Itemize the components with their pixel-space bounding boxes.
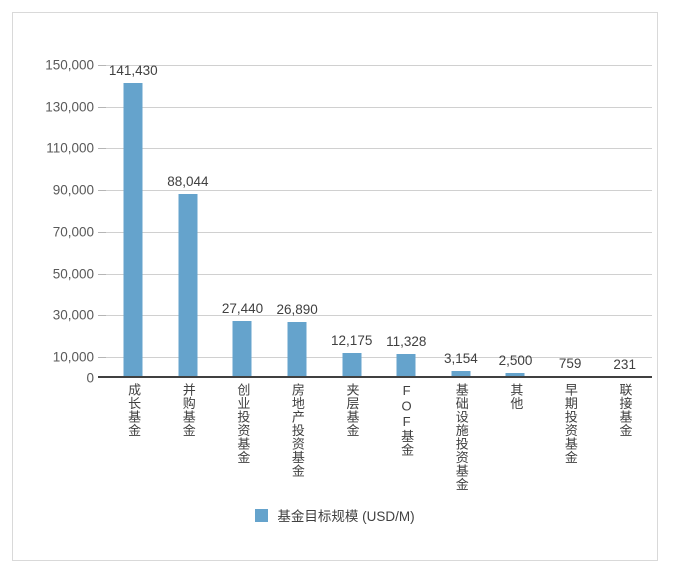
gridline xyxy=(98,65,652,66)
y-axis-tick-mark xyxy=(98,357,106,359)
x-axis-category-label: 成长基金 xyxy=(126,383,142,437)
x-axis-category-label: 早期投资基金 xyxy=(562,383,578,464)
y-axis-tick-label: 30,000 xyxy=(52,307,94,323)
x-axis-category-label: 其他 xyxy=(508,383,524,410)
bar-slot: 88,044 xyxy=(161,65,216,378)
y-axis-tick-label: 90,000 xyxy=(52,182,94,198)
plot-area: 0 10,000 30,000 50,000 70,000 90,000 110,000 13… xyxy=(45,58,652,386)
gridline xyxy=(98,273,652,275)
bar-value-label: 141,430 xyxy=(108,62,158,78)
y-axis-tick-mark xyxy=(98,106,106,108)
chart-legend: 基金目标规模 (USD/M) xyxy=(13,505,657,525)
bar-value-label: 27,440 xyxy=(221,300,264,316)
y-axis-tick-label: 10,000 xyxy=(52,349,94,365)
y-axis-tick-label: 130,000 xyxy=(45,99,94,115)
bar-slot: 12,175 xyxy=(324,65,379,378)
bar[interactable] xyxy=(505,372,525,378)
bar-value-label: 2,500 xyxy=(498,352,533,368)
y-axis-tick-mark xyxy=(98,190,106,192)
y-axis-tick-label: 0 xyxy=(86,370,94,386)
bar-value-label: 12,175 xyxy=(331,332,373,348)
x-axis-category-label: 创业投资基金 xyxy=(235,383,251,464)
chart-frame: 0 10,000 30,000 50,000 70,000 90,000 110,000 13… xyxy=(12,12,658,561)
legend-swatch-icon xyxy=(255,508,269,522)
y-axis-tick-mark xyxy=(98,148,106,150)
bar[interactable] xyxy=(232,320,252,378)
gridline xyxy=(98,315,652,317)
y-axis-tick-mark xyxy=(98,315,106,317)
y-axis-tick-mark xyxy=(98,231,106,233)
bar[interactable] xyxy=(342,352,362,378)
bar-slot: 26,890 xyxy=(270,65,325,378)
bar-value-label: 11,328 xyxy=(386,334,427,350)
y-axis-tick-mark xyxy=(98,65,106,66)
bar-value-label: 759 xyxy=(558,356,582,372)
bar-slot: 27,440 xyxy=(215,65,270,378)
bar-value-label: 3,154 xyxy=(443,351,478,367)
gridline xyxy=(98,148,652,150)
y-axis-tick-label: 150,000 xyxy=(45,57,94,73)
y-axis-tick-label: 110,000 xyxy=(46,140,94,156)
bar-slot: 141,430 xyxy=(106,62,161,378)
x-axis-category-label: 联接基金 xyxy=(617,383,633,437)
bar-value-label: 231 xyxy=(613,357,636,372)
y-axis-tick-label: 50,000 xyxy=(52,266,94,282)
bar-slot: 3,154 xyxy=(434,65,489,378)
bar-value-label: 26,890 xyxy=(276,301,318,317)
bar-slot: 2,500 xyxy=(488,65,543,378)
bar-slot: 231 xyxy=(597,65,652,378)
x-axis-origin-tick xyxy=(98,376,106,378)
y-axis-tick-label: 70,000 xyxy=(52,224,94,240)
gridline xyxy=(98,357,652,359)
x-axis-category-label: FOF基金 xyxy=(399,383,415,457)
x-axis-category-label: 房地产投资基金 xyxy=(289,383,305,478)
y-axis-tick-mark xyxy=(98,273,106,275)
bar[interactable] xyxy=(178,194,198,378)
x-axis-category-label: 基础设施投资基金 xyxy=(453,383,469,491)
gridline xyxy=(98,231,652,233)
x-axis-line xyxy=(106,376,652,378)
bar-slot: 759 xyxy=(543,65,598,378)
bar[interactable] xyxy=(287,321,307,378)
bar[interactable] xyxy=(451,371,471,378)
bar[interactable] xyxy=(123,82,143,378)
gridline xyxy=(98,190,652,192)
bar[interactable] xyxy=(396,354,416,378)
x-axis-category-label: 夹层基金 xyxy=(344,383,360,437)
bar-slot: 11,328 xyxy=(379,65,434,378)
gridline xyxy=(98,106,652,108)
legend-item-label: 基金目标规模 (USD/M) xyxy=(277,509,415,524)
x-axis-category-label: 并购基金 xyxy=(180,383,196,437)
bar-value-label: 88,044 xyxy=(167,174,209,190)
